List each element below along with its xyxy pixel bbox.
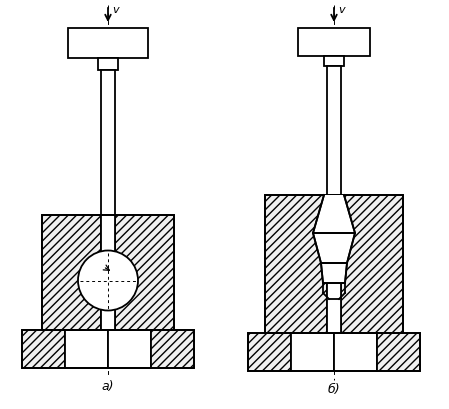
Bar bbox=[327, 195, 341, 333]
Bar bbox=[298, 28, 370, 56]
Bar bbox=[101, 215, 115, 330]
Bar bbox=[98, 58, 118, 70]
Bar bbox=[108, 330, 151, 368]
Bar bbox=[265, 195, 403, 333]
Bar bbox=[334, 333, 377, 371]
Bar bbox=[341, 195, 403, 333]
Bar bbox=[265, 195, 327, 333]
Text: v: v bbox=[338, 5, 345, 15]
Bar bbox=[377, 333, 420, 371]
Bar bbox=[151, 330, 194, 368]
Circle shape bbox=[78, 250, 138, 310]
Bar bbox=[101, 70, 115, 215]
Text: a): a) bbox=[102, 380, 114, 393]
Text: б): б) bbox=[328, 383, 340, 396]
Bar bbox=[22, 330, 194, 368]
Bar bbox=[68, 28, 148, 58]
Bar bbox=[327, 66, 341, 195]
Bar bbox=[324, 56, 344, 66]
Polygon shape bbox=[313, 195, 355, 283]
Bar bbox=[42, 215, 174, 330]
Bar bbox=[291, 333, 334, 371]
Bar bbox=[22, 330, 65, 368]
Text: v: v bbox=[112, 5, 119, 15]
Bar bbox=[115, 215, 174, 330]
Bar bbox=[248, 333, 291, 371]
Bar bbox=[42, 215, 101, 330]
Bar bbox=[248, 333, 420, 371]
Bar bbox=[65, 330, 108, 368]
